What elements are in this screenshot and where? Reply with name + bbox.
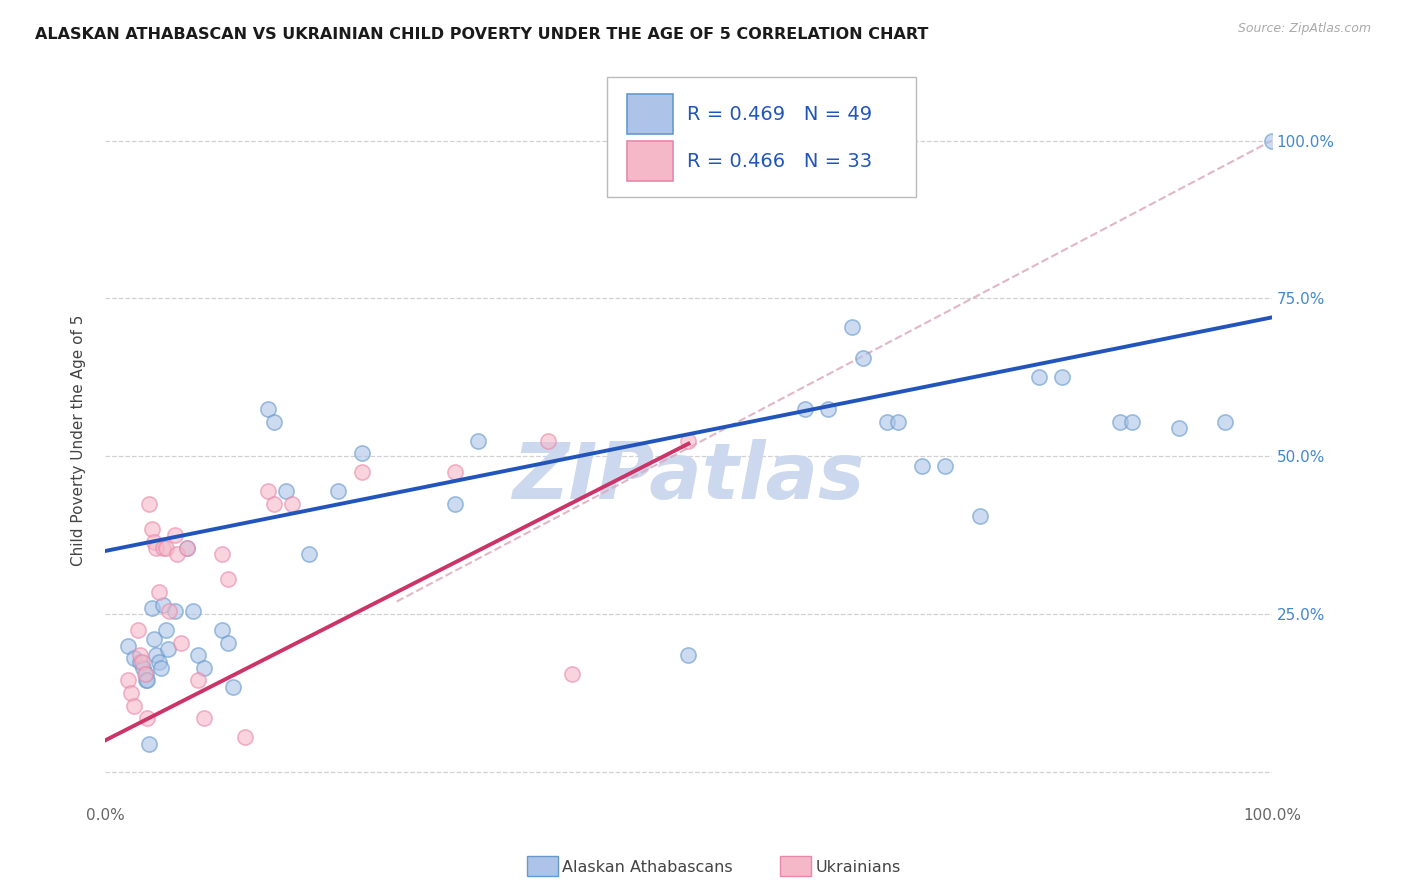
Point xyxy=(166,547,188,561)
Point xyxy=(1213,415,1236,429)
Point xyxy=(138,497,160,511)
Point xyxy=(127,623,149,637)
Point xyxy=(141,522,163,536)
Point xyxy=(170,635,193,649)
Point xyxy=(176,541,198,555)
Text: Ukrainians: Ukrainians xyxy=(815,860,901,874)
Point xyxy=(148,655,170,669)
Text: R = 0.466   N = 33: R = 0.466 N = 33 xyxy=(688,152,872,170)
Point xyxy=(1261,134,1284,148)
Point xyxy=(467,434,489,448)
Point xyxy=(157,604,180,618)
Point xyxy=(132,661,155,675)
Point xyxy=(148,585,170,599)
Bar xyxy=(627,95,673,134)
Point xyxy=(444,497,467,511)
FancyBboxPatch shape xyxy=(607,78,915,197)
Point xyxy=(143,632,166,647)
Point xyxy=(274,484,297,499)
Point xyxy=(217,573,239,587)
Point xyxy=(211,623,233,637)
Point xyxy=(817,401,839,416)
Point xyxy=(193,711,215,725)
Point xyxy=(129,648,152,663)
Point xyxy=(876,415,898,429)
Y-axis label: Child Poverty Under the Age of 5: Child Poverty Under the Age of 5 xyxy=(72,315,86,566)
Point xyxy=(181,604,204,618)
Point xyxy=(350,446,373,460)
Point xyxy=(1121,415,1143,429)
Point xyxy=(222,680,245,694)
Point xyxy=(138,737,160,751)
Point xyxy=(135,667,157,681)
Point xyxy=(1050,370,1073,384)
Point xyxy=(135,673,157,688)
Point xyxy=(969,509,991,524)
Point xyxy=(120,686,142,700)
Point xyxy=(129,655,152,669)
Text: R = 0.469   N = 49: R = 0.469 N = 49 xyxy=(688,104,872,124)
Point xyxy=(117,673,139,688)
Text: ALASKAN ATHABASCAN VS UKRAINIAN CHILD POVERTY UNDER THE AGE OF 5 CORRELATION CHA: ALASKAN ATHABASCAN VS UKRAINIAN CHILD PO… xyxy=(35,27,928,42)
Point xyxy=(887,415,910,429)
Point xyxy=(131,655,153,669)
Point xyxy=(934,458,956,473)
Text: ZIPatlas: ZIPatlas xyxy=(512,439,865,515)
Point xyxy=(328,484,350,499)
Point xyxy=(217,635,239,649)
Point xyxy=(134,667,156,681)
Point xyxy=(257,484,280,499)
Bar xyxy=(627,141,673,181)
Point xyxy=(136,711,159,725)
Point xyxy=(233,731,256,745)
Point xyxy=(561,667,583,681)
Point xyxy=(163,604,186,618)
Point xyxy=(141,600,163,615)
Text: Alaskan Athabascans: Alaskan Athabascans xyxy=(562,860,733,874)
Point xyxy=(150,661,173,675)
Point xyxy=(911,458,934,473)
Point xyxy=(298,547,321,561)
Point xyxy=(1028,370,1050,384)
Text: Source: ZipAtlas.com: Source: ZipAtlas.com xyxy=(1237,22,1371,36)
Point xyxy=(841,319,863,334)
Point xyxy=(145,541,167,555)
Point xyxy=(444,465,467,479)
Point xyxy=(176,541,198,555)
Point xyxy=(122,651,145,665)
Point xyxy=(136,673,159,688)
Point xyxy=(117,639,139,653)
Point xyxy=(143,534,166,549)
Point xyxy=(163,528,186,542)
Point xyxy=(156,641,179,656)
Point xyxy=(678,434,700,448)
Point xyxy=(122,698,145,713)
Point xyxy=(794,401,817,416)
Point xyxy=(152,598,174,612)
Point xyxy=(263,497,285,511)
Point xyxy=(155,541,177,555)
Point xyxy=(187,673,209,688)
Point xyxy=(1109,415,1132,429)
Point xyxy=(263,415,285,429)
Point xyxy=(152,541,174,555)
Point xyxy=(537,434,560,448)
Point xyxy=(211,547,233,561)
Point xyxy=(257,401,280,416)
Point xyxy=(280,497,302,511)
Point xyxy=(1167,421,1189,435)
Point xyxy=(145,648,167,663)
Point xyxy=(187,648,209,663)
Point xyxy=(193,661,215,675)
Point xyxy=(155,623,177,637)
Point xyxy=(852,351,875,366)
Point xyxy=(678,648,700,663)
Point xyxy=(350,465,373,479)
